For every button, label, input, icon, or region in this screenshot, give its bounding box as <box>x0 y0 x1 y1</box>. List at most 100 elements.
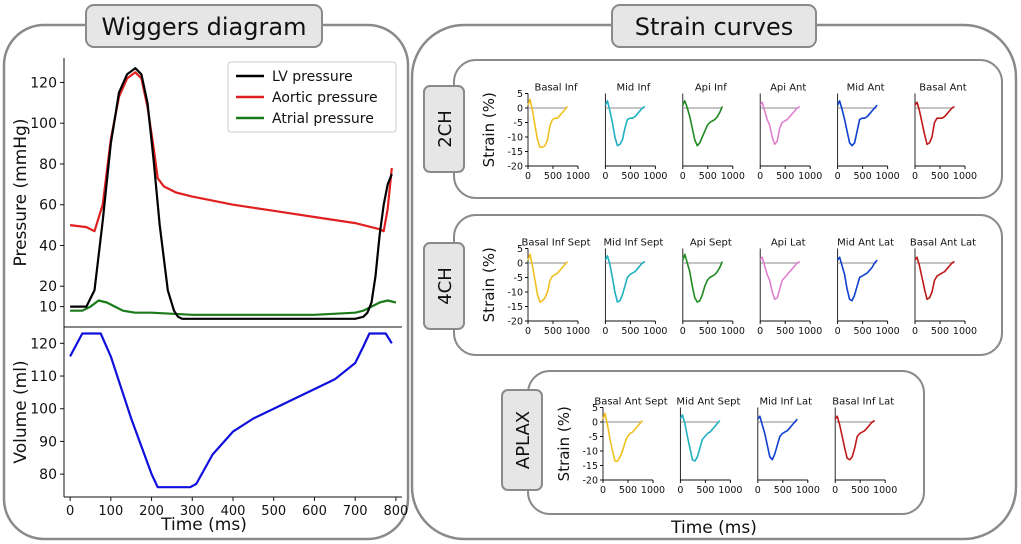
subplot-title: Api Lat <box>771 238 806 249</box>
view-label: 2CH <box>435 110 456 148</box>
strain-curve <box>604 100 646 147</box>
strain-y-tick-label: 0 <box>517 259 523 270</box>
view-tab <box>423 242 465 330</box>
subplot-x-tick-label: 1000 <box>796 485 820 496</box>
view-label: 4CH <box>435 267 456 305</box>
subplot-title: Mid Inf Sept <box>604 238 664 249</box>
subplot-title: Mid Ant <box>847 83 885 94</box>
wiggers-x-tick-label: 800 <box>383 504 408 519</box>
view-tab <box>501 389 543 491</box>
strain-y-tick-label: 5 <box>517 89 523 100</box>
subplot-x-tick-label: 0 <box>912 171 918 182</box>
subplot-title: Mid Inf Lat <box>760 397 813 408</box>
strain-curve <box>527 98 569 148</box>
subplot-x-tick-label: 0 <box>602 326 608 337</box>
subplot-x-tick-label: 1000 <box>641 485 665 496</box>
wiggers-chart: 10 20 40 60 80 100 120 80 90 100 110 120 0 100 200 300 4… <box>11 58 408 519</box>
volume-y-tick-label: 120 <box>30 336 57 352</box>
subplot-x-tick-label: 0 <box>757 171 763 182</box>
wiggers-x-tick-label: 400 <box>221 504 246 519</box>
subplot-x-tick-label: 0 <box>835 171 841 182</box>
subplot-title: Api Ant <box>770 83 806 94</box>
subplot-x-tick-label: 1000 <box>876 171 900 182</box>
subplot-x-tick-label: 0 <box>757 326 763 337</box>
strain-curve <box>759 256 801 301</box>
strain-curve <box>602 412 644 462</box>
wiggers-x-axis-label: Time (ms) <box>160 515 247 535</box>
subplot-x-tick-label: 0 <box>912 326 918 337</box>
strain-subplot: 0 500 1000 Basal Ant Sept <box>594 397 667 497</box>
strain-subplot: 0 500 1000 Basal Inf Sept <box>521 238 590 338</box>
strain-view-2ch: 2CH Strain (%) 50-5-10-15-200 500 1000Basal … <box>423 59 1003 199</box>
subplot-x-tick-label: 500 <box>854 326 872 337</box>
strain-subplot: 0 500 1000 Api Lat <box>757 238 822 338</box>
strain-curve <box>682 100 724 147</box>
subplot-x-tick-label: 0 <box>680 171 686 182</box>
strain-curve <box>836 256 878 302</box>
volume-y-tick-label: 80 <box>39 467 57 483</box>
subplot-x-tick-label: 500 <box>544 171 562 182</box>
strain-curve <box>679 414 721 462</box>
strain-y-tick-label: -20 <box>582 476 598 487</box>
subplot-title: Api Inf <box>695 83 727 94</box>
subplot-x-tick-label: 500 <box>696 485 714 496</box>
subplot-title: Basal Ant Lat <box>910 238 976 249</box>
pressure-y-tick-label: 20 <box>39 279 57 295</box>
subplot-title: Basal Ant <box>919 83 966 94</box>
subplot-x-tick-label: 0 <box>602 171 608 182</box>
strain-curve <box>834 415 876 461</box>
pressure-y-tick-label: 60 <box>39 198 57 214</box>
strain-curve <box>836 100 878 147</box>
strain-curve <box>914 256 955 301</box>
subplot-title: Basal Inf Sept <box>521 238 590 249</box>
subplot-x-tick-label: 500 <box>621 171 639 182</box>
subplot-x-tick-label: 500 <box>931 326 949 337</box>
subplot-title: Mid Inf <box>617 83 651 94</box>
subplot-title: Basal Inf <box>534 83 578 94</box>
subplot-x-tick-label: 500 <box>619 485 637 496</box>
wiggers-x-tick-label: 200 <box>139 504 164 519</box>
volume-y-tick-label: 90 <box>39 434 57 450</box>
subplot-title: Api Sept <box>690 238 732 249</box>
strain-x-axis-label: Time (ms) <box>670 518 757 538</box>
subplot-x-tick-label: 500 <box>851 485 869 496</box>
strain-curve <box>682 253 724 303</box>
wiggers-x-tick-label: 100 <box>98 504 123 519</box>
subplot-x-tick-label: 500 <box>699 326 717 337</box>
strain-subplot: 0 500 1000 Mid Ant <box>835 83 900 183</box>
subplot-x-tick-label: 500 <box>544 326 562 337</box>
subplot-x-tick-label: 500 <box>774 485 792 496</box>
strain-subplot: 0 500 1000 Mid Ant Lat <box>835 238 900 338</box>
pressure-y-axis-label: Pressure (mmHg) <box>11 119 31 267</box>
subplot-title: Basal Inf Lat <box>832 397 894 408</box>
subplot-x-tick-label: 500 <box>621 326 639 337</box>
strain-subplot: 0 500 1000 Basal Inf Lat <box>832 397 897 497</box>
volume-y-tick-label: 110 <box>30 369 57 385</box>
strain-y-tick-label: -10 <box>507 133 523 144</box>
strain-subplot: 0 500 1000 Mid Inf <box>602 83 667 183</box>
strain-y-tick-label: 5 <box>517 244 523 255</box>
subplot-x-tick-label: 1000 <box>643 326 667 337</box>
wiggers-x-tick-label: 0 <box>66 504 74 519</box>
subplot-title: Mid Ant Sept <box>676 397 740 408</box>
strain-y-tick-label: 0 <box>517 104 523 115</box>
pressure-y-tick-label: 40 <box>39 238 57 254</box>
subplot-x-tick-label: 1000 <box>721 326 745 337</box>
strain-y-axis-label: Strain (%) <box>480 92 498 167</box>
strain-subplot: 0 500 1000 Api Inf <box>680 83 745 183</box>
subplot-x-tick-label: 1000 <box>953 171 977 182</box>
wiggers-x-tick-label: 700 <box>343 504 368 519</box>
strain-y-tick-label: 5 <box>592 403 598 414</box>
subplot-x-tick-label: 1000 <box>643 171 667 182</box>
legend-label: Aortic pressure <box>272 90 378 106</box>
strain-view-4ch: 4CH Strain (%) 50-5-10-15-200 500 1000Basal … <box>423 214 1003 356</box>
strain-curve <box>527 253 569 303</box>
pressure-legend: LV pressure Aortic pressure Atrial pressur… <box>227 61 397 133</box>
strain-y-tick-label: -10 <box>507 288 523 299</box>
legend-label: LV pressure <box>272 69 353 85</box>
view-tab <box>423 85 465 173</box>
subplot-x-tick-label: 500 <box>931 171 949 182</box>
strain-view-aplax: APLAX Strain (%) 50-5-10-15-200 500 1000Basa… <box>501 370 925 515</box>
